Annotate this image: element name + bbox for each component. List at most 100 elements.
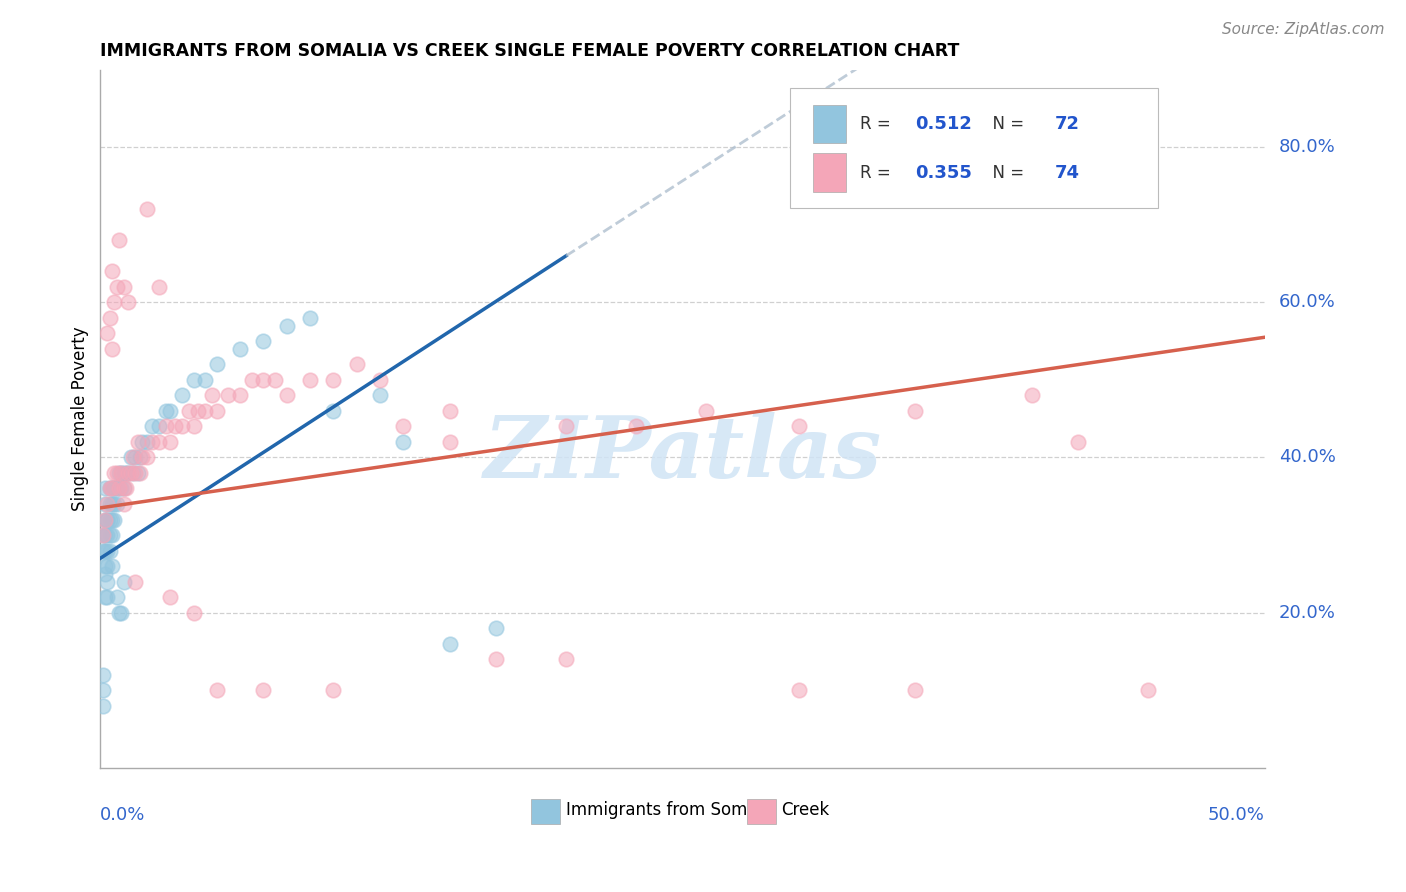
Point [183,373,205,387]
Point [194,373,217,387]
Point [117,295,139,310]
Point [108,466,131,480]
Point [148,419,170,434]
Point [105,280,128,294]
Point [101,482,124,496]
Point [101,512,124,526]
Point [101,482,124,496]
Text: 74: 74 [1056,163,1080,182]
Point [229,388,252,402]
Point [129,466,152,480]
Point [103,512,125,526]
Point [91,528,114,542]
Point [322,373,344,387]
Bar [531,799,561,823]
Point [141,419,163,434]
Point [91,667,114,681]
Point [392,434,415,449]
Point [112,482,135,496]
Text: Immigrants from Somalia: Immigrants from Somalia [567,801,778,819]
Text: 50.0%: 50.0% [1208,806,1265,824]
Point [187,404,209,418]
Point [205,358,228,372]
Point [205,404,228,418]
Point [141,434,163,449]
Point [485,621,508,635]
Point [110,466,132,480]
Point [217,388,239,402]
Text: 40.0%: 40.0% [1279,449,1336,467]
Point [96,590,118,604]
Point [148,434,170,449]
Point [105,590,128,604]
Point [91,698,114,713]
Point [368,388,391,402]
Point [555,419,578,434]
Point [91,683,114,698]
Point [252,683,274,698]
Text: Creek: Creek [782,801,830,819]
Point [124,450,146,465]
Point [170,419,193,434]
Point [159,590,181,604]
Point [159,404,181,418]
Point [115,482,138,496]
Point [194,404,217,418]
FancyBboxPatch shape [790,88,1157,208]
Point [96,528,118,542]
Point [322,683,344,698]
Point [136,434,159,449]
Point [252,373,274,387]
Text: 0.355: 0.355 [915,163,973,182]
Point [103,482,125,496]
Point [98,512,121,526]
Point [112,280,135,294]
Text: R =: R = [859,115,896,133]
Point [112,466,135,480]
Point [96,574,118,589]
Point [1067,434,1090,449]
Point [117,466,139,480]
Text: 72: 72 [1056,115,1080,133]
Point [94,543,117,558]
Point [131,434,153,449]
Point [904,404,927,418]
Point [101,342,124,356]
Point [322,404,344,418]
Point [103,295,125,310]
Point [201,388,224,402]
Point [229,342,252,356]
Point [136,450,159,465]
Point [96,326,118,341]
Point [439,404,461,418]
Text: 20.0%: 20.0% [1279,604,1336,622]
Point [163,419,186,434]
Point [98,528,121,542]
Point [96,512,118,526]
Point [787,683,810,698]
Point [155,404,177,418]
Point [112,574,135,589]
Point [96,512,118,526]
Point [94,497,117,511]
Text: ZIPatlas: ZIPatlas [484,412,882,495]
Point [120,450,142,465]
Point [904,683,927,698]
Point [183,419,205,434]
Point [276,318,298,333]
Point [298,310,321,325]
Text: R =: R = [859,163,896,182]
Point [115,466,138,480]
Point [117,466,139,480]
Point [94,512,117,526]
Point [96,543,118,558]
Point [1137,683,1160,698]
Point [122,450,145,465]
Point [101,528,124,542]
Point [105,482,128,496]
Point [103,497,125,511]
Point [159,434,181,449]
Point [127,434,149,449]
Text: IMMIGRANTS FROM SOMALIA VS CREEK SINGLE FEMALE POVERTY CORRELATION CHART: IMMIGRANTS FROM SOMALIA VS CREEK SINGLE … [100,42,960,60]
Point [368,373,391,387]
